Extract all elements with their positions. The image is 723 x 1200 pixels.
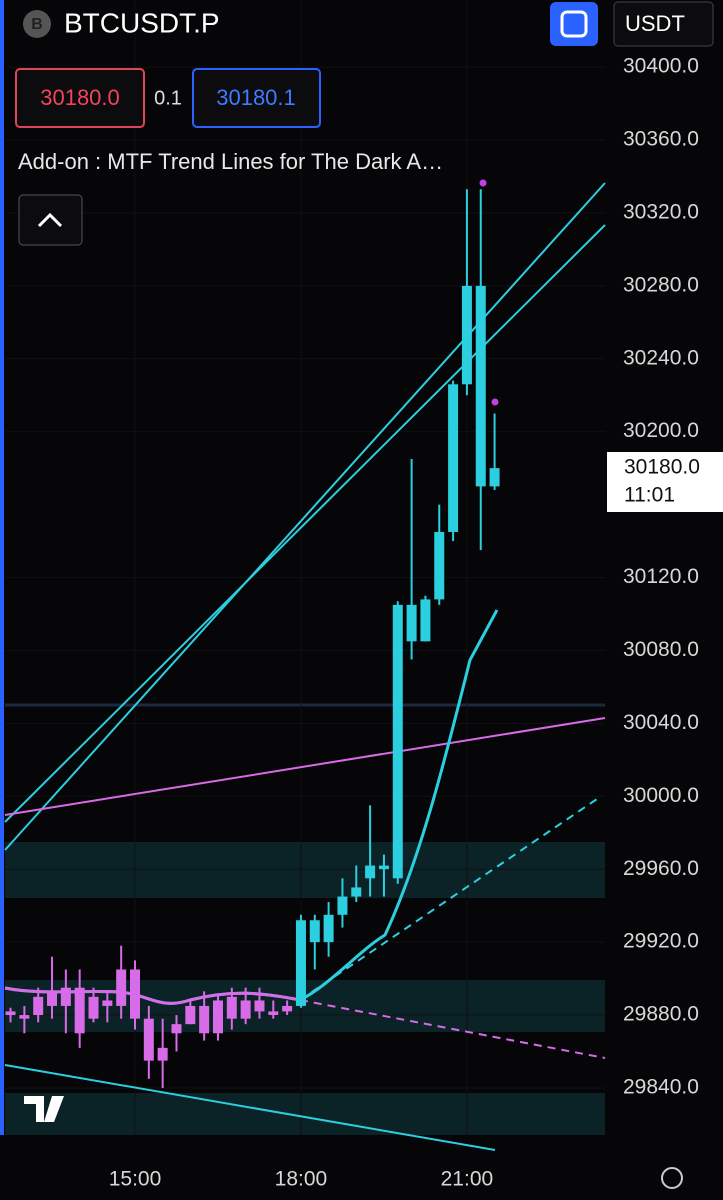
y-tick-label: 29840.0 (623, 1076, 699, 1099)
fullscreen-button[interactable] (550, 2, 598, 46)
candle-body (171, 1024, 182, 1034)
y-tick-label: 30080.0 (623, 638, 699, 661)
y-tick-label: 30280.0 (623, 273, 699, 296)
zone (5, 1093, 605, 1135)
y-tick-label: 30400.0 (623, 55, 699, 78)
grid (5, 0, 605, 1135)
candle-body (185, 1005, 196, 1025)
candle-body (282, 1005, 293, 1012)
buy-price: 30180.1 (216, 85, 296, 110)
symbol-icon-text: B (31, 16, 43, 33)
spread: 0.1 (154, 87, 182, 109)
currency-box[interactable] (613, 1, 714, 47)
last-price-box (607, 452, 723, 512)
y-tick-label: 29960.0 (623, 857, 699, 880)
trend-line (4, 182, 606, 851)
x-tick-label: 21:00 (441, 1168, 494, 1191)
candle-body (309, 920, 320, 943)
y-tick-label: 30120.0 (623, 565, 699, 588)
indicator-name[interactable]: Add-on : MTF Trend Lines for The Dark A… (18, 149, 443, 174)
y-tick-label: 30240.0 (623, 346, 699, 369)
candle-body (420, 599, 431, 642)
candle-body (116, 969, 127, 1006)
y-tick-label: 30000.0 (623, 784, 699, 807)
candle-body (406, 604, 417, 642)
collapse-icon (37, 212, 63, 228)
candle-body (5, 1011, 16, 1016)
moving-average (4, 986, 301, 1005)
signal-dot (479, 179, 487, 187)
y-tick-label: 30040.0 (623, 711, 699, 734)
fullscreen-icon (560, 10, 588, 38)
zone (5, 842, 605, 898)
symbol[interactable]: BTCUSDT.P (64, 7, 220, 38)
candle-body (74, 987, 85, 1034)
candle-body (475, 285, 486, 487)
moving-average (4, 609, 499, 1005)
candle-body (143, 1018, 154, 1061)
candle-body (295, 920, 306, 1006)
candle-body (212, 1000, 223, 1034)
candle-body (461, 285, 472, 385)
trend-line (4, 717, 606, 816)
candle-body (337, 896, 348, 915)
left-edge (0, 0, 4, 1135)
settings-icon[interactable] (661, 1167, 683, 1189)
candle-body (365, 865, 376, 879)
y-tick-label: 30200.0 (623, 419, 699, 442)
candle-body (47, 993, 58, 1006)
logo (24, 1096, 64, 1122)
candle-body (323, 914, 334, 943)
candle-body (88, 996, 99, 1019)
candle-body (378, 865, 389, 870)
trend-line (299, 796, 601, 1001)
trend-line (299, 999, 606, 1059)
y-tick-label: 29880.0 (623, 1003, 699, 1026)
candle-body (60, 987, 71, 1006)
zones (5, 703, 605, 1135)
currency: USDT (625, 11, 685, 36)
last-price: 30180.0 11:01 (607, 452, 723, 512)
candle-body (448, 384, 459, 532)
candle-body (199, 1005, 210, 1034)
collapse-button[interactable] (18, 194, 83, 246)
sell-button[interactable] (15, 68, 145, 128)
buy-button[interactable] (192, 68, 321, 128)
x-tick-label: 18:00 (275, 1168, 328, 1191)
last-price-value: 30180.0 (624, 456, 700, 479)
candle-body (351, 887, 362, 897)
candle-body (240, 1000, 251, 1019)
y-tick-label: 29920.0 (623, 930, 699, 953)
candle-body (268, 1011, 279, 1016)
candle-body (489, 468, 500, 487)
candle-body (130, 969, 140, 1019)
trend-line (4, 1064, 496, 1151)
candle-body (157, 1047, 168, 1061)
candle-body (102, 1000, 113, 1006)
signal-dot (491, 398, 499, 406)
candle-body (226, 996, 237, 1019)
symbol-icon (23, 10, 51, 38)
candle-body (434, 531, 445, 600)
header: B BTCUSDT.P USDT 30180.0 0.1 30180.1 Add… (15, 1, 714, 1189)
x-tick-label: 15:00 (109, 1168, 162, 1191)
candle-body (19, 1015, 30, 1019)
candles (5, 189, 500, 1088)
candle-body (33, 996, 44, 1016)
y-tick-label: 30360.0 (623, 128, 699, 151)
sell-price: 30180.0 (40, 85, 120, 110)
candle-body (254, 1000, 265, 1012)
candle-body (392, 604, 403, 879)
countdown: 11:01 (624, 484, 675, 507)
y-tick-label: 30320.0 (623, 200, 699, 223)
trend-line (4, 224, 606, 823)
